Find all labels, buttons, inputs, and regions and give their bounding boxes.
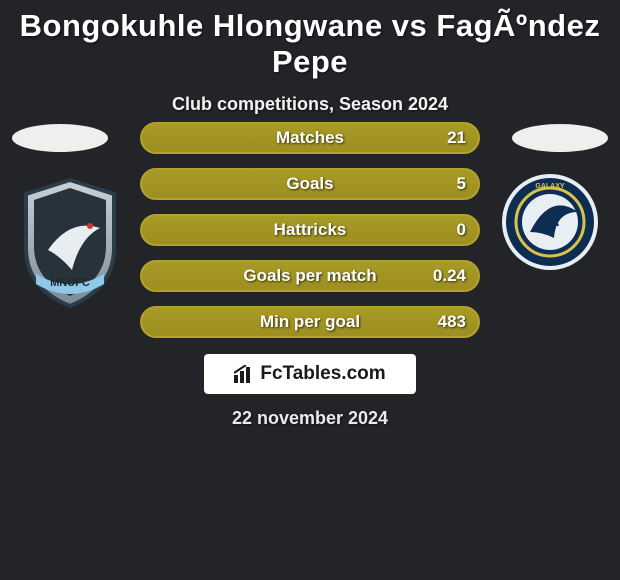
stat-label: Goals per match <box>140 266 480 286</box>
stat-right-value: 0 <box>457 220 466 240</box>
brand-label: FcTables.com <box>260 363 385 385</box>
la-galaxy-badge-icon: LA GALAXY <box>500 172 600 272</box>
stat-label: Goals <box>140 174 480 194</box>
svg-text:GALAXY: GALAXY <box>535 183 565 190</box>
stat-right-value: 483 <box>438 312 466 332</box>
stat-label: Min per goal <box>140 312 480 332</box>
left-club-label: MNUFC <box>50 277 90 289</box>
bar-chart-icon <box>234 365 256 383</box>
stat-row: Min per goal 483 <box>140 306 480 338</box>
mnufc-badge-icon: MNUFC <box>20 178 120 308</box>
stat-right-value: 0.24 <box>433 266 466 286</box>
stat-row: Goals per match 0.24 <box>140 260 480 292</box>
stat-row: Hattricks 0 <box>140 214 480 246</box>
right-flag-ellipse <box>512 124 608 152</box>
stat-label: Hattricks <box>140 220 480 240</box>
brand-box[interactable]: FcTables.com <box>204 354 416 394</box>
right-club-label: LA <box>541 213 560 229</box>
page-title: Bongokuhle Hlongwane vs FagÃºndez Pepe <box>0 0 620 80</box>
comparison-arena: MNUFC LA GALAXY Matches 21 Goals 5 <box>0 122 620 342</box>
stat-list: Matches 21 Goals 5 Hattricks 0 Goals per… <box>140 122 480 352</box>
right-club-badge: LA GALAXY <box>500 172 600 272</box>
left-flag-ellipse <box>12 124 108 152</box>
stat-right-value: 5 <box>457 174 466 194</box>
stat-row: Goals 5 <box>140 168 480 200</box>
brand-text-wrap: FcTables.com <box>234 363 385 385</box>
stat-right-value: 21 <box>447 128 466 148</box>
date-label: 22 november 2024 <box>0 408 620 429</box>
stat-row: Matches 21 <box>140 122 480 154</box>
stat-label: Matches <box>140 128 480 148</box>
left-club-badge: MNUFC <box>20 178 120 308</box>
page-subtitle: Club competitions, Season 2024 <box>0 94 620 115</box>
